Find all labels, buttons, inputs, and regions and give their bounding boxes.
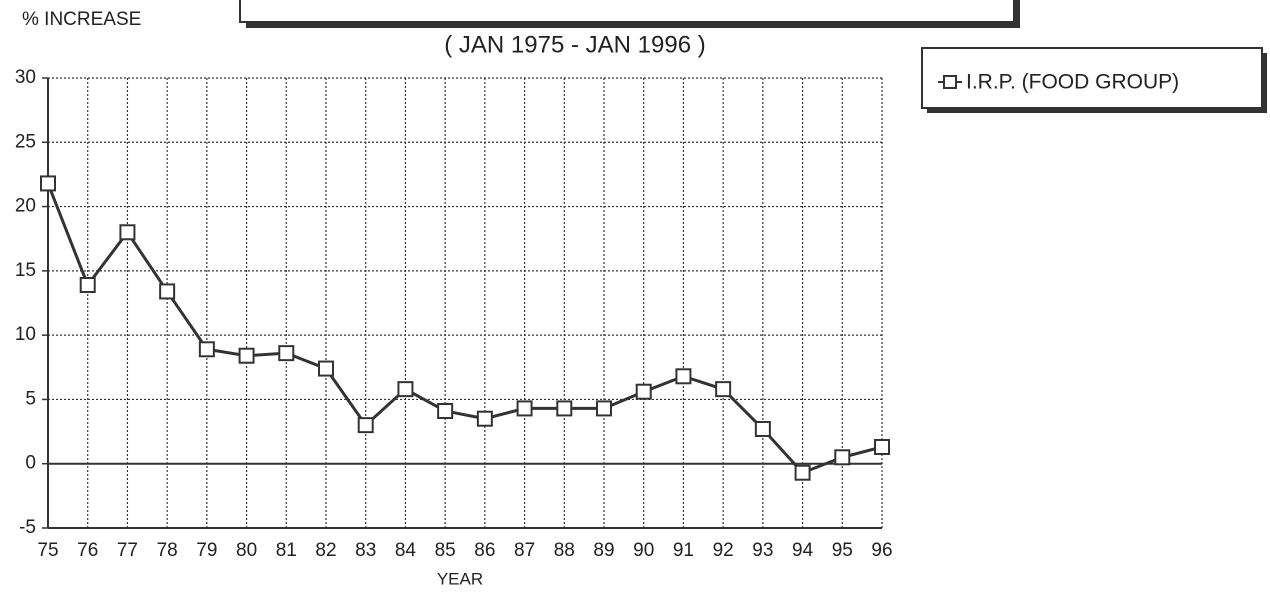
x-tick-label: 87 [514,540,535,561]
x-tick-label: 91 [673,540,694,561]
y-tick-label: -5 [19,517,36,538]
data-point [357,417,374,434]
y-tick-label: 20 [15,196,36,217]
data-point [119,224,136,241]
chart-subtitle: ( JAN 1975 - JAN 1996 ) [444,31,705,58]
data-point [556,400,573,417]
legend-marker [943,75,957,89]
y-tick-label: 25 [15,131,36,152]
data-point [635,383,652,400]
data-point [318,360,334,377]
data-point [79,277,96,293]
data-point [159,283,176,300]
x-tick-label: 89 [593,540,614,561]
x-tick-label: 76 [77,540,98,561]
data-point [754,421,771,437]
x-tick-label: 82 [315,540,336,561]
data-point [278,345,295,362]
y-tick-label: 0 [25,453,36,474]
y-tick-label: 30 [15,67,36,88]
x-tick-label: 81 [276,540,297,561]
x-tick-label: 85 [435,540,456,561]
data-point [715,381,732,398]
x-tick-label: 94 [792,540,814,561]
data-point [238,347,255,364]
x-tick-label: 83 [355,540,376,561]
data-point [834,449,851,466]
data-point [874,439,890,455]
data-point [476,410,493,427]
y-axis-label: % INCREASE [22,9,141,30]
data-point [596,400,612,417]
x-tick-label: 93 [752,540,773,561]
legend [921,47,1263,109]
x-tick-label: 96 [871,540,892,561]
series-line [46,182,883,475]
data-point [794,464,811,481]
data-point [198,341,215,358]
title-box [239,0,1015,23]
y-tick-label: 5 [25,388,36,409]
x-tick-label: 88 [554,540,575,561]
x-tick-label: 75 [37,540,58,561]
x-tick-label: 86 [474,540,495,561]
data-point [40,175,56,192]
x-tick-label: 80 [236,540,257,561]
y-tick-label: 10 [15,324,36,345]
x-tick-label: 95 [832,540,853,561]
x-axis-label: YEAR [437,569,483,588]
data-point [437,403,454,419]
data-point [516,400,533,417]
legend-label: I.R.P. (FOOD GROUP) [966,71,1179,94]
x-tick-label: 78 [157,540,178,561]
x-tick-label: 92 [713,540,734,561]
y-tick-label: 15 [15,260,36,281]
data-point [397,381,414,398]
x-tick-label: 90 [633,540,654,561]
x-tick-label: 77 [117,540,138,561]
data-point [675,368,692,385]
x-tick-label: 84 [395,540,417,561]
x-tick-label: 79 [196,540,217,561]
